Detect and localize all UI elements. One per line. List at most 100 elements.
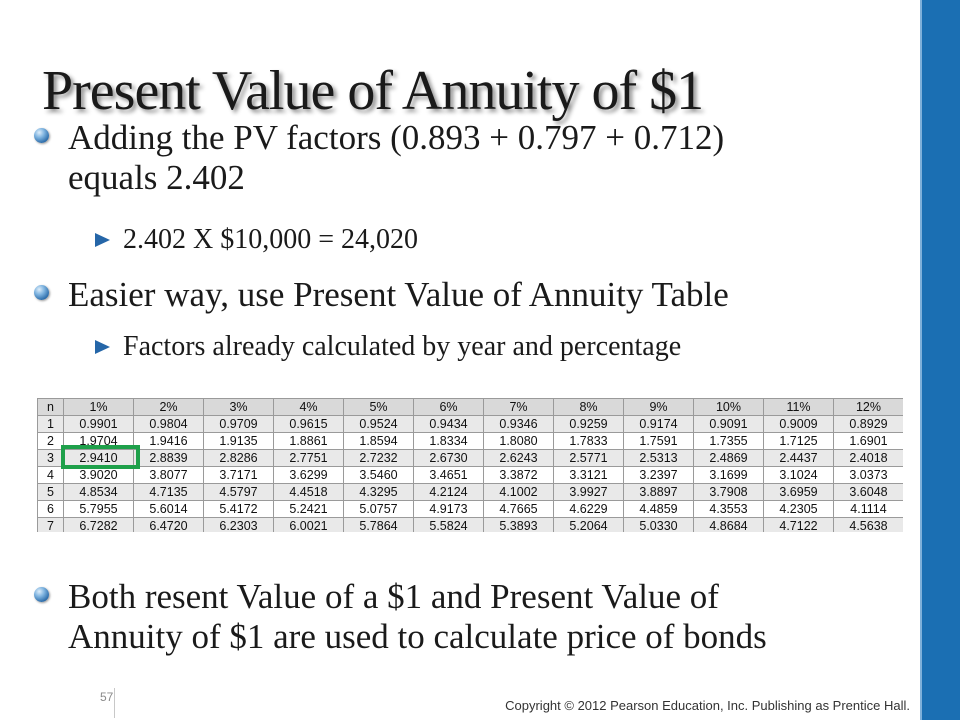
footer-divider [114,688,115,718]
table-cell: 0.9709 [203,415,274,433]
table-cell: 3.6299 [273,466,344,484]
right-accent-bar-edge [920,0,922,720]
table-cell: 4.9173 [413,500,484,518]
table-cell: 2.5771 [553,449,624,467]
table-cell: 3.8077 [133,466,204,484]
table-row: 1 0.9901 0.9804 0.9709 0.9615 0.9524 0.9434 0.9… [37,415,903,433]
bullet-3-line-1: Both resent Value of a $1 and Present Va… [68,577,719,616]
table-row: 5 4.8534 4.7135 4.5797 4.4518 4.3295 4.2124 4.1… [37,483,903,501]
table-cell: 1.8861 [273,432,344,450]
sub-bullet-arrow-icon [95,340,110,354]
table-cell: 2.5313 [623,449,694,467]
table-cell: 4.7135 [133,483,204,501]
table-row: 7 6.7282 6.4720 6.2303 6.0021 5.7864 5.5824 5.3… [37,517,903,532]
table-cell: 3.8897 [623,483,694,501]
table-cell: 3.0373 [833,466,903,484]
right-accent-bar [922,0,960,720]
table-cell: 2.7751 [273,449,344,467]
table-cell: 0.9524 [343,415,414,433]
table-cell: 1.9416 [133,432,204,450]
table-cell: 2.7232 [343,449,414,467]
table-cell: 6.2303 [203,517,274,532]
table-cell: 0.9346 [483,415,554,433]
page-number: 57 [100,690,114,704]
table-cell: 6.4720 [133,517,204,532]
table-cell: 3.1024 [763,466,834,484]
table-cell: 5.7955 [63,500,134,518]
table-cell: 4.7665 [483,500,554,518]
table-header-cell: 4% [273,398,344,416]
table-header-cell: 1% [63,398,134,416]
table-cell: 1.8080 [483,432,554,450]
table-cell: 0.9174 [623,415,694,433]
table-cell: 0.9009 [763,415,834,433]
table-cell: 1.8594 [343,432,414,450]
table-cell: 4.6229 [553,500,624,518]
table-cell: 0.9259 [553,415,624,433]
table-cell: 2.4437 [763,449,834,467]
table-header-cell: 8% [553,398,624,416]
table-cell: 3.6048 [833,483,903,501]
bullet-1-line-1: Adding the PV factors (0.893 + 0.797 + 0… [68,118,725,157]
table-cell: 0.9615 [273,415,344,433]
table-cell: 1.9135 [203,432,274,450]
bullet-3-line-2: Annuity of $1 are used to calculate pric… [68,617,767,656]
table-cell: 4.7122 [763,517,834,532]
table-row: 6 5.7955 5.6014 5.4172 5.2421 5.0757 4.9173 4.7… [37,500,903,518]
table-cell: 3.6959 [763,483,834,501]
table-cell: 5.4172 [203,500,274,518]
table-row-index-cell: 4 [37,466,64,484]
table-row-index-cell: 2 [37,432,64,450]
table-row: 2 1.9704 1.9416 1.9135 1.8861 1.8594 1.8334 1.8… [37,432,903,450]
table-cell: 4.2305 [763,500,834,518]
table-cell: 5.2421 [273,500,344,518]
table-cell: 3.4651 [413,466,484,484]
table-cell: 5.5824 [413,517,484,532]
table-cell: 5.0757 [343,500,414,518]
table-cell: 3.5460 [343,466,414,484]
table-row-index-cell: 6 [37,500,64,518]
table-cell: 6.7282 [63,517,134,532]
table-header-cell: 10% [693,398,764,416]
table-header-cell: 12% [833,398,903,416]
table-cell: 2.6243 [483,449,554,467]
pv-annuity-table-image: n 1% 2% 3% 4% 5% 6% 7% 8% 9% 10% 11% 12%… [37,398,903,532]
table-cell: 2.8839 [133,449,204,467]
table-cell: 5.6014 [133,500,204,518]
table-cell: 5.3893 [483,517,554,532]
table-row-index-cell: 3 [37,449,64,467]
table-header-cell: 2% [133,398,204,416]
table-cell: 1.7833 [553,432,624,450]
table-header-cell: 11% [763,398,834,416]
table-cell: 0.9804 [133,415,204,433]
slide-title: Present Value of Annuity of $1 [42,59,704,122]
table-cell: 6.0021 [273,517,344,532]
table-cell: 4.4859 [623,500,694,518]
table-cell: 3.2397 [623,466,694,484]
table-cell: 5.2064 [553,517,624,532]
table-cell: 3.9020 [63,466,134,484]
table-cell: 5.7864 [343,517,414,532]
table-cell: 4.8534 [63,483,134,501]
table-header-cell: 6% [413,398,484,416]
table-cell: 2.6730 [413,449,484,467]
bullet-2-line-1: Easier way, use Present Value of Annuity… [68,275,729,314]
table-cell: 3.7908 [693,483,764,501]
table-cell: 1.6901 [833,432,903,450]
highlight-box [61,445,140,469]
table-cell: 2.8286 [203,449,274,467]
table-cell: 3.9927 [553,483,624,501]
pv-annuity-table: n 1% 2% 3% 4% 5% 6% 7% 8% 9% 10% 11% 12%… [37,398,903,532]
table-header-row: n 1% 2% 3% 4% 5% 6% 7% 8% 9% 10% 11% 12% [37,398,903,416]
bullet-1-line-2: equals 2.402 [68,158,245,197]
table-cell: 2.9410 [63,449,134,467]
table-header-cell: 9% [623,398,694,416]
table-header-cell: 3% [203,398,274,416]
table-header-cell: 5% [343,398,414,416]
table-row: 4 3.9020 3.8077 3.7171 3.6299 3.5460 3.4651 3.3… [37,466,903,484]
table-row-index-cell: 7 [37,517,64,532]
table-cell: 0.9091 [693,415,764,433]
sub-bullet-arrow-icon [95,233,110,247]
bullet-1-sub-1: 2.402 X $10,000 = 24,020 [123,224,419,255]
table-cell: 1.7355 [693,432,764,450]
